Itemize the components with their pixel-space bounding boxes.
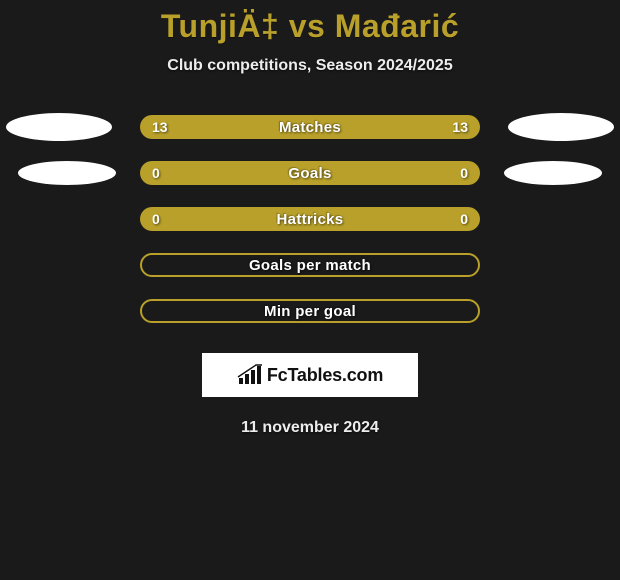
stat-bar: 0 Goals 0 bbox=[140, 161, 480, 185]
player-left-marker bbox=[6, 113, 112, 141]
player-right-marker bbox=[508, 113, 614, 141]
stat-row-min-per-goal: Min per goal bbox=[0, 299, 620, 323]
stat-value-right: 13 bbox=[452, 119, 468, 135]
bar-chart-icon bbox=[237, 364, 263, 386]
stat-row-goals-per-match: Goals per match bbox=[0, 253, 620, 277]
stat-bar: 13 Matches 13 bbox=[140, 115, 480, 139]
stat-label: Goals bbox=[288, 165, 331, 182]
stat-value-right: 0 bbox=[460, 211, 468, 227]
stat-bar: Min per goal bbox=[140, 299, 480, 323]
footer-logo-text: FcTables.com bbox=[267, 365, 383, 386]
stat-bar: 0 Hattricks 0 bbox=[140, 207, 480, 231]
stat-value-left: 13 bbox=[152, 119, 168, 135]
stat-row-goals: 0 Goals 0 bbox=[0, 161, 620, 185]
stat-row-matches: 13 Matches 13 bbox=[0, 115, 620, 139]
stat-value-right: 0 bbox=[460, 165, 468, 181]
stat-label: Min per goal bbox=[264, 303, 356, 320]
stat-label: Hattricks bbox=[277, 211, 344, 228]
stat-value-left: 0 bbox=[152, 165, 160, 181]
footer-date: 11 november 2024 bbox=[0, 419, 620, 437]
stat-bar: Goals per match bbox=[140, 253, 480, 277]
stat-label: Matches bbox=[279, 119, 341, 136]
stat-value-left: 0 bbox=[152, 211, 160, 227]
page-title: TunjiÄ‡ vs Mađarić bbox=[0, 8, 620, 45]
player-left-marker bbox=[18, 161, 116, 185]
subtitle: Club competitions, Season 2024/2025 bbox=[0, 57, 620, 75]
stat-row-hattricks: 0 Hattricks 0 bbox=[0, 207, 620, 231]
footer-logo[interactable]: FcTables.com bbox=[202, 353, 418, 397]
stat-label: Goals per match bbox=[249, 257, 371, 274]
stat-rows: 13 Matches 13 0 Goals 0 0 Hattricks 0 bbox=[0, 115, 620, 323]
comparison-widget: TunjiÄ‡ vs Mađarić Club competitions, Se… bbox=[0, 0, 620, 437]
player-right-marker bbox=[504, 161, 602, 185]
